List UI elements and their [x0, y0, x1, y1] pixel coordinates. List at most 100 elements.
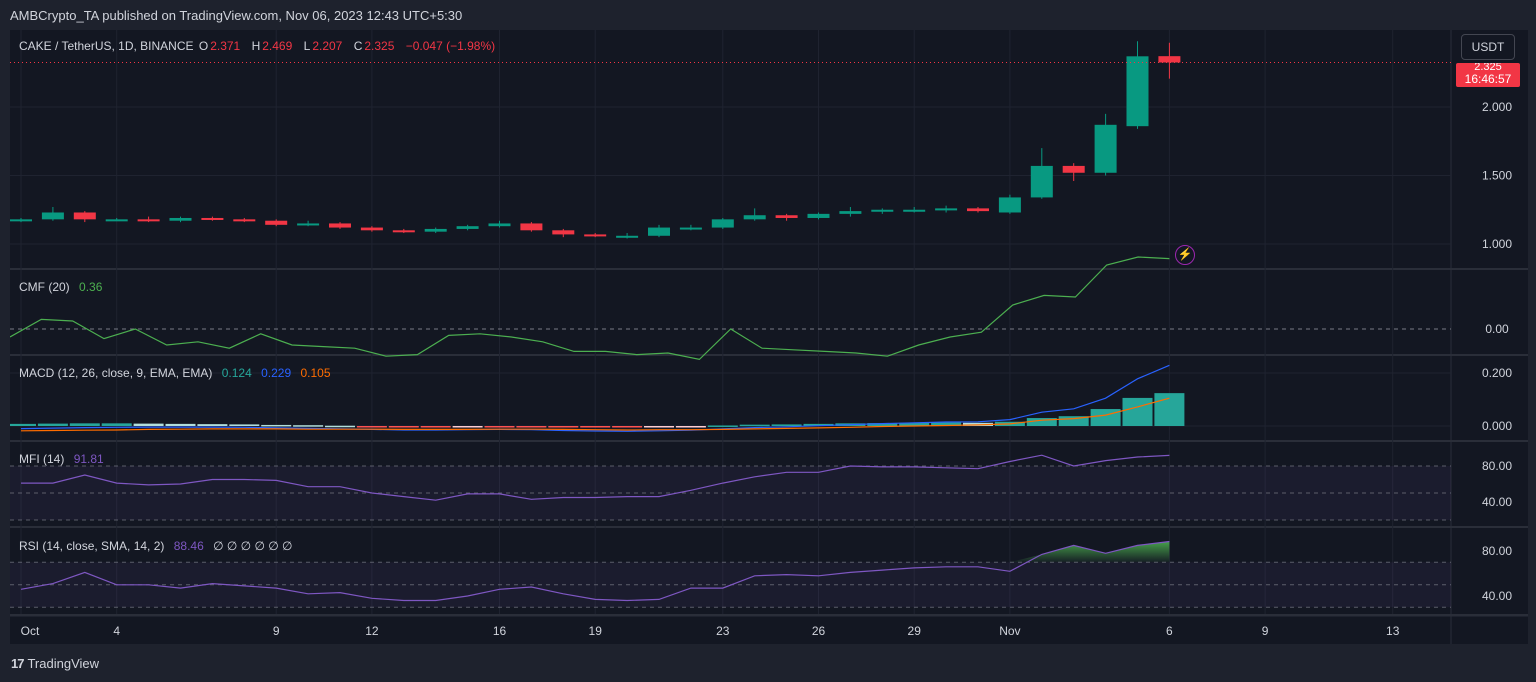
last-price-tag: 2.325 16:46:57 [1456, 63, 1520, 87]
candle-body [1062, 165, 1085, 173]
price-axis-tick: 1.500 [1482, 169, 1512, 183]
candle-body [743, 215, 766, 220]
x-axis-tick: 29 [908, 624, 922, 638]
macd-axis-tick: 0.000 [1482, 419, 1512, 433]
x-axis-tick: 19 [589, 624, 603, 638]
candle-body [360, 227, 383, 231]
macd-histogram-bar [931, 422, 962, 426]
candle-body [73, 212, 96, 220]
macd-histogram-bar [644, 426, 674, 428]
macd-signal-line [20, 397, 1170, 432]
candle-body [265, 220, 288, 225]
mfi-value: 91.81 [73, 452, 104, 466]
candle-body [871, 209, 894, 212]
candle-body [711, 219, 734, 228]
candle-body [169, 217, 192, 221]
symbol-label[interactable]: CAKE / TetherUS, 1D, BINANCE [19, 39, 194, 53]
change-value: −0.047 (−1.98%) [405, 39, 496, 53]
macd-histogram-bar [612, 426, 643, 428]
x-axis-tick: Nov [999, 624, 1020, 638]
rsi-overbought-fill [1009, 541, 1170, 563]
rsi-value: 88.46 [173, 539, 204, 553]
macd-histogram-bar [133, 423, 164, 426]
macd-histogram-bar [388, 426, 419, 428]
macd-histogram-bar [10, 423, 36, 426]
candle-body [329, 223, 351, 228]
macd-histogram-bar [1090, 409, 1121, 426]
macd-histogram-bar [675, 426, 706, 428]
price-legend[interactable]: CAKE / TetherUS, 1D, BINANCE O 2.371 H 2.4… [19, 39, 497, 53]
macd-legend[interactable]: MACD (12, 26, close, 9, EMA, EMA) 0.124 … [19, 366, 333, 380]
currency-button[interactable]: USDT [1461, 34, 1515, 60]
rsi-label: RSI (14, close, SMA, 14, 2) [19, 539, 165, 553]
candle-body [10, 219, 32, 222]
x-axis-tick: 26 [812, 624, 826, 638]
macd-histogram-bar [516, 426, 547, 428]
candle-body [1030, 165, 1053, 198]
footer-brand[interactable]: 17 TradingView [11, 656, 99, 671]
lightning-icon[interactable]: ⚡ [1175, 245, 1195, 265]
chart-canvas[interactable]: 2.000 1.500 1.000 0.00 0.200 0.000 80.00 40.00 8… [10, 30, 1528, 644]
candle-body [520, 223, 543, 231]
macd-histogram-bar [1154, 393, 1185, 426]
macd-histogram-bar [69, 423, 100, 426]
macd-histogram-bar [101, 423, 132, 426]
x-axis-tick: 13 [1386, 624, 1400, 638]
price-axis-tick: 2.000 [1482, 100, 1512, 114]
macd-histogram-bar [867, 423, 898, 426]
chart-frame[interactable]: 2.000 1.500 1.000 0.00 0.200 0.000 80.00 40.00 8… [10, 30, 1528, 644]
macd-histogram-bar [452, 426, 483, 428]
mfi-legend[interactable]: MFI (14) 91.81 [19, 452, 106, 466]
cmf-line [10, 256, 1170, 361]
rsi-axis-tick: 80.00 [1482, 544, 1512, 558]
candle-body [488, 223, 511, 227]
macd-histogram-bar [548, 426, 579, 428]
macd-histogram-bar [1122, 397, 1153, 426]
low-label: L [303, 39, 311, 53]
x-axis-tick: 23 [716, 624, 730, 638]
macd-histogram-bar [1026, 418, 1057, 426]
x-axis-tick: 4 [113, 624, 120, 638]
candle-body [233, 219, 256, 222]
x-axis-tick: 16 [493, 624, 507, 638]
macd-histogram-bar [165, 423, 196, 426]
macd-histogram-bar [803, 423, 834, 426]
macd-label: MACD (12, 26, close, 9, EMA, EMA) [19, 366, 213, 380]
candle-body [137, 219, 160, 222]
macd-histogram-bar [197, 424, 228, 426]
macd-histogram-bar [580, 426, 611, 428]
candle-body [456, 226, 479, 229]
macd-signal-value: 0.105 [300, 366, 331, 380]
x-axis-tick: Oct [21, 624, 40, 638]
macd-histogram-bar [739, 424, 770, 427]
macd-line [20, 364, 1170, 432]
macd-histogram-bar [420, 426, 451, 428]
cmf-legend[interactable]: CMF (20) 0.36 [19, 280, 104, 294]
x-axis-tick: 9 [1262, 624, 1269, 638]
macd-hist-value: 0.124 [221, 366, 252, 380]
low-value: 2.207 [312, 39, 343, 53]
rsi-axis-tick: 40.00 [1482, 589, 1512, 603]
macd-line-value: 0.229 [261, 366, 292, 380]
high-value: 2.469 [262, 39, 293, 53]
candle-body [105, 219, 128, 222]
macd-histogram-bar [707, 425, 738, 427]
open-label: O [198, 39, 209, 53]
candle-body [392, 230, 415, 233]
macd-histogram-bar [229, 424, 260, 426]
mfi-label: MFI (14) [19, 452, 65, 466]
rsi-legend[interactable]: RSI (14, close, SMA, 14, 2) 88.46 ∅ ∅ ∅ … [19, 539, 295, 553]
candle-body [935, 208, 958, 211]
cmf-label: CMF (20) [19, 280, 70, 294]
candle-body [552, 230, 575, 235]
candle-body [1126, 56, 1149, 127]
candle-body [297, 223, 320, 226]
x-axis-tick: 9 [273, 624, 280, 638]
mfi-line [21, 454, 1170, 501]
open-value: 2.371 [210, 39, 241, 53]
macd-histogram-bar [1058, 416, 1089, 426]
macd-histogram-bar [484, 426, 515, 428]
countdown-value: 16:46:57 [1464, 72, 1512, 86]
candle-body [1158, 56, 1181, 63]
macd-histogram-bar [899, 422, 930, 426]
